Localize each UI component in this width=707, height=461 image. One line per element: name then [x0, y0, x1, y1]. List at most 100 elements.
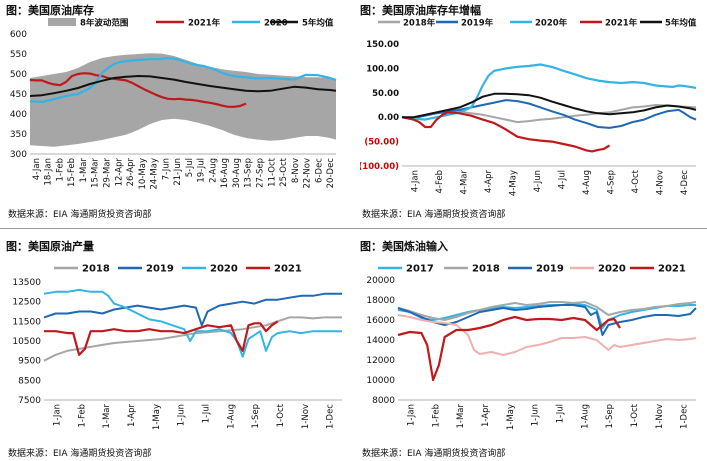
x-tick-label: 24-May [150, 158, 160, 189]
y-tick-label: 550 [10, 50, 27, 60]
y-tick-label: 11500 [12, 317, 41, 327]
x-tick-label: 1-Jul [201, 404, 211, 423]
y-tick-label: 16000 [366, 316, 395, 326]
x-tick-label: 8-Nov [291, 158, 301, 183]
y-tick-label: 50.00 [372, 89, 399, 99]
series-line [397, 304, 697, 336]
x-tick-label: 1-Jul [555, 404, 565, 423]
x-tick-label: 1-Dec [326, 404, 336, 429]
x-tick-label: 6-Dec [314, 158, 324, 183]
refinery-input-chart: 8000 10000 12000 14000 16000 18000 20000 1-Jan 1… [366, 264, 697, 430]
series-line [29, 56, 337, 104]
y-tick-label: 0.00 [378, 113, 399, 123]
x-tick-label: 1-Aug [226, 404, 236, 429]
legend-label: 2018 [472, 264, 500, 275]
x-tick-label: 12-Apr [114, 157, 124, 186]
inventory-yoy-source: 数据来源：EIA 海通期货投资咨询部 [362, 210, 506, 220]
x-tick-label: 1-Apr [127, 404, 137, 427]
refinery-input-panel: 图：美国炼油输入 8000 10000 12000 14000 16000 18000 20… [360, 236, 705, 461]
y-tick-label: 8000 [372, 396, 395, 406]
x-tick-label: 19-Jul [197, 158, 207, 183]
x-tick-label: 4-Aug [582, 170, 592, 195]
legend-label: 2018年 [403, 18, 436, 29]
x-tick-label: 22-Nov [303, 158, 313, 188]
x-tick-label: 21-Jun [173, 158, 183, 186]
x-tick-label: 5-Jul [185, 158, 195, 177]
legend-label: 2020 [598, 264, 626, 275]
x-tick-label: 1-Feb [431, 404, 441, 428]
y-tick-label: 10500 [12, 337, 41, 347]
legend-label: 2020年 [535, 18, 568, 29]
x-tick-label: 16-Aug [220, 158, 230, 188]
inventory-yoy-panel: 图：美国原油库存年增幅 150.00 100.00 50.00 0.00 (50.00)… [360, 0, 705, 222]
x-tick-label: 20-Dec [326, 158, 336, 189]
x-tick-label: 15-Feb [67, 158, 77, 187]
crude-inventory-source: 数据来源：EIA 海通期货投资咨询部 [8, 210, 152, 220]
x-tick-label: 25-Oct [279, 157, 289, 186]
crude-production-source: 数据来源：EIA 海通期货投资咨询部 [8, 449, 152, 459]
x-tick-label: 27-Sep [256, 158, 266, 188]
x-tick-label: 4-Sep [606, 170, 616, 195]
y-tick-label: 7500 [18, 396, 41, 406]
x-tick-label: 1-Mar [102, 403, 112, 428]
y-tick-label: 12000 [366, 356, 395, 366]
x-tick-label: 1-May [152, 404, 162, 430]
legend-label: 5年均值 [302, 18, 334, 29]
series-line [401, 99, 697, 129]
x-tick-label: 4-Jun [533, 170, 543, 192]
series-line [402, 92, 697, 119]
series-line [397, 301, 697, 321]
x-tick-label: 29-Mar [103, 157, 113, 187]
legend-swatch [48, 18, 76, 26]
y-tick-label: 450 [10, 90, 27, 100]
refinery-input-title: 图：美国炼油输入 [360, 240, 448, 253]
crude-production-panel: 图：美国原油产量 7500 8500 9500 10500 11500 12500 1350… [6, 236, 351, 461]
crude-production-chart: 7500 8500 9500 10500 11500 12500 13500 1-Jan 1-F… [12, 264, 342, 430]
y-tick-label: 150.00 [366, 40, 399, 50]
x-tick-label: 1-Mar [456, 403, 466, 428]
x-tick-label: 7-Jun [161, 158, 171, 180]
x-tick-label: 18-Jan [44, 158, 54, 185]
x-tick-label: 1-May [506, 404, 516, 430]
horizontal-divider [0, 228, 707, 229]
x-tick-label: 1-Jan [406, 404, 416, 426]
y-tick-label: 12500 [12, 298, 41, 308]
y-tick-label: 18000 [366, 296, 395, 306]
x-tick-label: 4-May [508, 170, 518, 196]
x-tick-label: 15-Mar [91, 157, 101, 187]
x-tick-label: 1-Nov [655, 404, 665, 429]
x-tick-label: 4-Jan [32, 158, 42, 180]
y-tick-label: 100.00 [366, 64, 399, 74]
y-tick-label: 20000 [366, 276, 395, 286]
x-tick-label: 11-Oct [267, 157, 277, 186]
x-tick-label: 1-Nov [301, 404, 311, 429]
series-line [43, 288, 342, 358]
y-tick-label: 13500 [12, 278, 41, 288]
y-tick-label: 300 [10, 150, 27, 160]
series-line [29, 75, 337, 97]
y-tick-label: 9500 [18, 357, 41, 367]
legend-label: 2018 [82, 264, 110, 275]
x-tick-label: 4-Oct [631, 169, 641, 193]
x-tick-label: 1-Sep [251, 404, 261, 429]
x-tick-label: 1-Feb [77, 404, 87, 428]
series-line [401, 111, 611, 153]
x-tick-label: 2-Aug [208, 158, 218, 183]
x-tick-label: 4-Dec [680, 170, 690, 195]
y-tick-label: (50.00) [364, 138, 399, 148]
x-tick-label: 1-Apr [481, 404, 491, 427]
series-line [397, 314, 697, 356]
y-tick-label: 8500 [18, 376, 41, 386]
legend-label: 2021 [274, 264, 302, 275]
x-tick-label: 1-Jun [531, 404, 541, 426]
x-tick-label: 1-Oct [630, 403, 640, 427]
x-tick-label: 4-Jan [410, 170, 420, 192]
x-tick-label: 4-Apr [484, 170, 494, 193]
legend-label: 2019年 [461, 18, 494, 29]
x-tick-label: 1-Sep [605, 404, 615, 429]
y-tick-label: (100.00) [360, 162, 399, 172]
legend-label: 2019 [146, 264, 174, 275]
x-tick-label: 1-Oct [276, 403, 286, 427]
x-tick-label: 1-Mar [79, 157, 89, 182]
